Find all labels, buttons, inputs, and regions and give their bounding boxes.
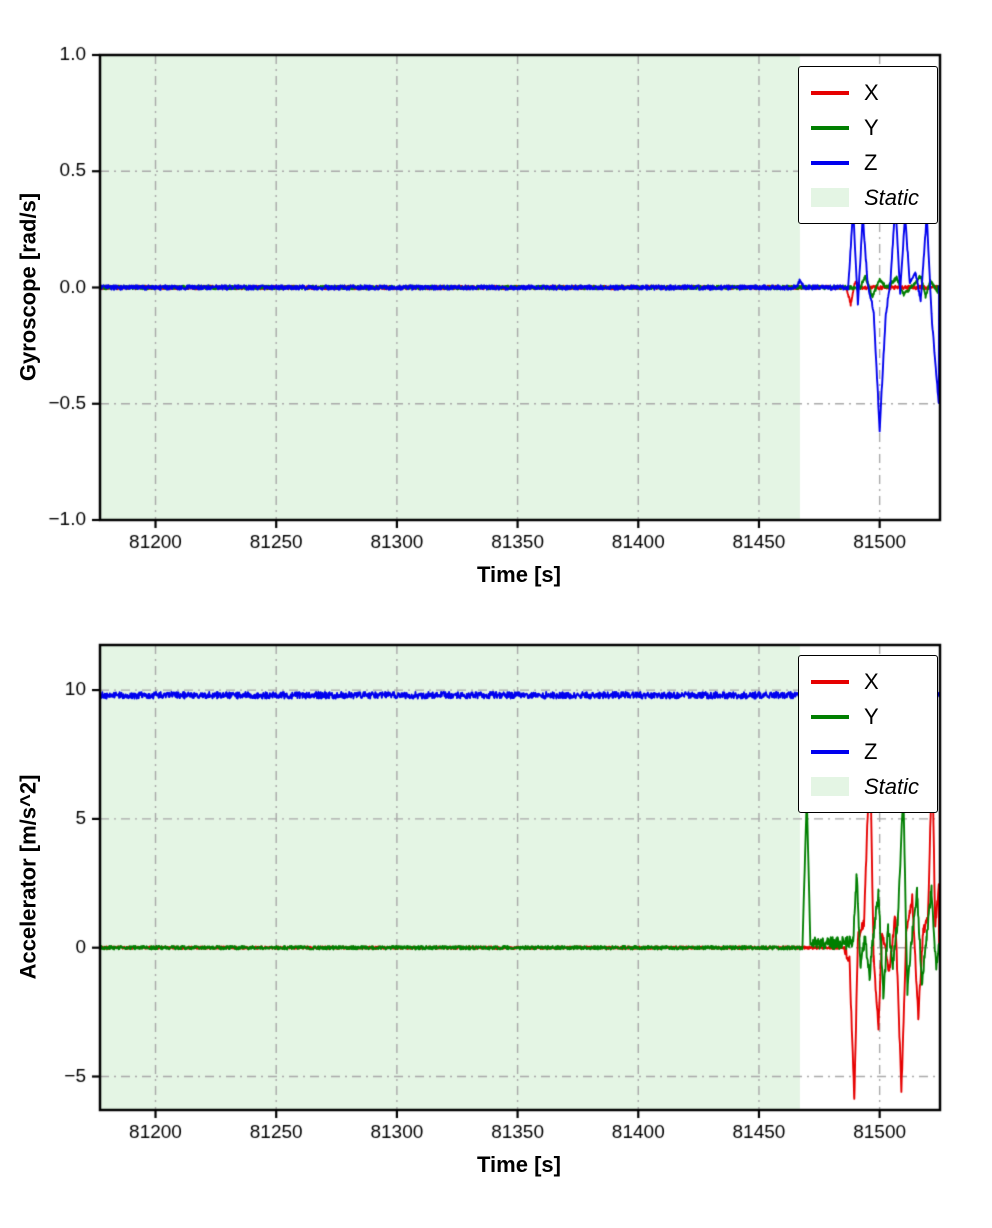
- legend-patch-swatch: [810, 188, 849, 207]
- legend-entry-z: Z: [810, 734, 919, 769]
- legend-line-swatch: [810, 749, 849, 754]
- legend-entry-static: Static: [810, 180, 919, 215]
- gyroscope-legend: X Y Z Static: [797, 66, 938, 224]
- legend-entry-static: Static: [810, 769, 919, 804]
- accelerator-y-axis-label: Accelerator [m/s^2]: [15, 774, 41, 980]
- legend-label: Y: [863, 703, 879, 729]
- legend-line-swatch: [810, 714, 849, 719]
- legend-label: X: [863, 79, 879, 105]
- legend-label: Z: [863, 738, 878, 764]
- accelerator-x-axis-label: Time [s]: [477, 1152, 561, 1177]
- legend-label: Static: [863, 773, 919, 799]
- gyroscope-x-axis-label: Time [s]: [477, 562, 561, 587]
- gyroscope-y-axis-label: Gyroscope [rad/s]: [15, 192, 41, 382]
- legend-entry-x: X: [810, 75, 919, 110]
- legend-label: Z: [863, 149, 878, 175]
- legend-patch-swatch: [810, 777, 849, 796]
- legend-line-swatch: [810, 679, 849, 684]
- accelerator-legend: X Y Z Static: [797, 655, 938, 813]
- legend-entry-y: Y: [810, 699, 919, 734]
- legend-entry-x: X: [810, 664, 919, 699]
- legend-label: Static: [863, 184, 919, 210]
- legend-line-swatch: [810, 90, 849, 95]
- legend-entry-y: Y: [810, 110, 919, 145]
- legend-line-swatch: [810, 160, 849, 165]
- legend-entry-z: Z: [810, 145, 919, 180]
- legend-line-swatch: [810, 125, 849, 130]
- legend-label: Y: [863, 114, 879, 140]
- legend-label: X: [863, 668, 879, 694]
